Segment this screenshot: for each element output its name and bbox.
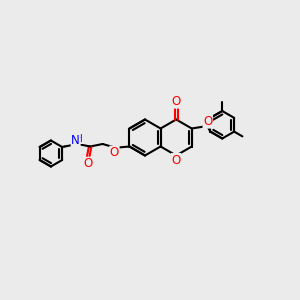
Text: N: N [71, 134, 80, 147]
Text: O: O [203, 115, 212, 128]
Text: H: H [75, 134, 83, 143]
Text: O: O [83, 157, 92, 170]
Text: O: O [172, 154, 181, 166]
Text: O: O [172, 95, 181, 108]
Text: O: O [110, 146, 119, 159]
